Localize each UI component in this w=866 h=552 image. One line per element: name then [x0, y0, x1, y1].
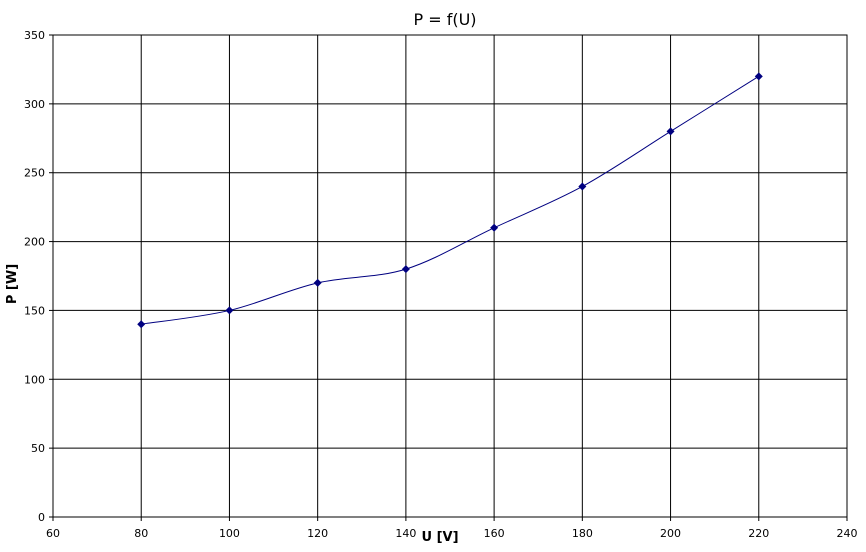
y-tick-label: 250 [24, 167, 45, 180]
data-point [137, 320, 146, 329]
data-point [401, 265, 410, 274]
data-point [754, 72, 763, 81]
y-tick-label: 200 [24, 236, 45, 249]
data-point [313, 278, 322, 287]
x-tick-label: 240 [837, 527, 858, 540]
y-tick-label: 350 [24, 29, 45, 42]
data-point [490, 223, 499, 232]
y-tick-label: 100 [24, 373, 45, 386]
y-tick-label: 150 [24, 304, 45, 317]
x-tick-label: 140 [395, 527, 416, 540]
x-tick-label: 100 [219, 527, 240, 540]
y-tick-label: 300 [24, 98, 45, 111]
data-point [578, 182, 587, 191]
x-tick-label: 80 [134, 527, 148, 540]
data-point [666, 127, 675, 136]
plot-border [52, 34, 848, 518]
x-tick-label: 160 [484, 527, 505, 540]
y-axis-label: P [W] [5, 264, 20, 304]
x-tick-label: 200 [660, 527, 681, 540]
x-tick-label: 120 [307, 527, 328, 540]
y-tick-label: 50 [31, 442, 45, 455]
y-tick-label: 0 [38, 511, 45, 524]
x-axis-label: U [V] [421, 530, 458, 545]
x-tick-label: 220 [748, 527, 769, 540]
data-point [225, 306, 234, 315]
x-tick-label: 180 [572, 527, 593, 540]
x-tick-label: 60 [46, 527, 60, 540]
series-line [141, 75, 760, 325]
chart-title: P = f(U) [413, 10, 476, 29]
